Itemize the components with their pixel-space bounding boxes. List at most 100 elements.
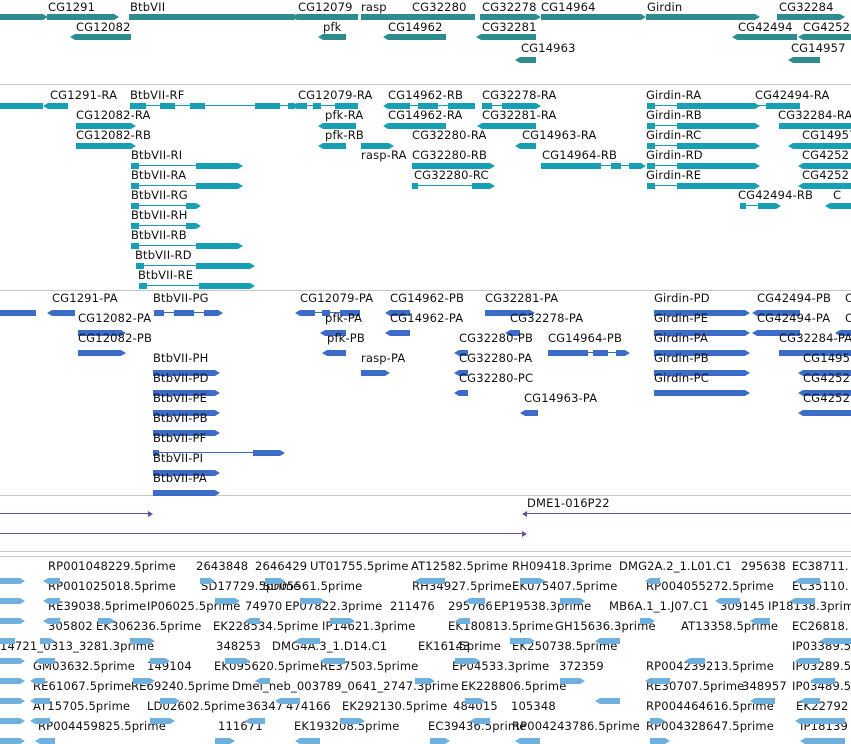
- genes-label-cg4252[interactable]: CG4252: [803, 20, 851, 34]
- transcripts-label-girdin-re[interactable]: Girdin-RE: [646, 168, 702, 182]
- ests-feature-glyph[interactable]: [215, 598, 240, 604]
- ests-feature-glyph[interactable]: [685, 658, 705, 664]
- transcripts-feature-glyph[interactable]: [779, 123, 851, 129]
- polypeptides-feature-glyph[interactable]: [779, 350, 851, 356]
- transcripts-label-cg14963-ra[interactable]: CG14963-RA: [522, 128, 597, 142]
- ests-feature-glyph[interactable]: [0, 698, 25, 704]
- ests-feature-glyph[interactable]: [35, 658, 55, 664]
- transcripts-label-cg14957[interactable]: CG14957-: [802, 128, 851, 142]
- ests-label-348253[interactable]: 348253: [216, 639, 261, 653]
- genes-label-cg42494[interactable]: CG42494: [738, 20, 793, 34]
- genes-label-cg14963[interactable]: CG14963: [521, 41, 576, 55]
- ests-feature-glyph[interactable]: [0, 638, 15, 644]
- clone-feature-glyph[interactable]: [522, 511, 851, 517]
- polypeptides-label-cg32280-pa[interactable]: CG32280-PA: [459, 351, 533, 365]
- ests-feature-glyph[interactable]: [295, 638, 320, 644]
- ests-feature-glyph[interactable]: [455, 618, 470, 624]
- transcripts-feature-glyph[interactable]: [541, 163, 646, 169]
- genes-feature-glyph[interactable]: [798, 34, 851, 40]
- transcripts-feature-glyph[interactable]: [647, 123, 760, 129]
- transcripts-feature-glyph[interactable]: [131, 183, 243, 189]
- ests-label-36347[interactable]: 36347: [246, 699, 284, 713]
- polypeptides-feature-glyph[interactable]: [153, 370, 220, 376]
- transcripts-label-btbvii-ra[interactable]: BtbVII-RA: [131, 168, 187, 182]
- ests-feature-glyph[interactable]: [295, 738, 320, 744]
- ests-feature-glyph[interactable]: [820, 638, 851, 644]
- transcripts-label-cg32280-rb[interactable]: CG32280-RB: [412, 148, 488, 162]
- polypeptides-label-rasp-pa[interactable]: rasp-PA: [361, 351, 406, 365]
- ests-feature-glyph[interactable]: [30, 698, 50, 704]
- transcripts-label-cg12079-ra[interactable]: CG12079-RA: [298, 88, 373, 102]
- polypeptides-label-btbvii-pg[interactable]: BtbVII-PG: [153, 291, 209, 305]
- ests-label-rp004239213-5prime[interactable]: RP004239213.5prime: [646, 659, 774, 673]
- ests-feature-glyph[interactable]: [415, 678, 435, 684]
- ests-label-gh15636-3prime[interactable]: GH15636.3prime: [555, 619, 656, 633]
- transcripts-label-btbvii-rd[interactable]: BtbVII-RD: [135, 248, 192, 262]
- ests-feature-glyph[interactable]: [255, 678, 270, 684]
- transcripts-feature-glyph[interactable]: [131, 203, 201, 209]
- clone-feature-glyph[interactable]: [0, 531, 527, 537]
- transcripts-feature-glyph[interactable]: [383, 103, 475, 109]
- polypeptides-label-pfk-pb[interactable]: pfk-PB: [327, 331, 365, 345]
- genes-feature-glyph[interactable]: [0, 14, 48, 20]
- polypeptides-feature-glyph[interactable]: [798, 390, 851, 396]
- ests-label-at15705-5prime[interactable]: AT15705.5prime: [33, 699, 131, 713]
- polypeptides-feature-glyph[interactable]: [454, 370, 468, 376]
- ests-label-105348[interactable]: 105348: [511, 699, 556, 713]
- ests-label-rp004055272-5prime[interactable]: RP004055272.5prime: [646, 579, 774, 593]
- polypeptides-label-cg4252[interactable]: CG4252: [803, 391, 851, 405]
- transcripts-feature-glyph[interactable]: [825, 203, 851, 209]
- polypeptides-label-girdin-pa[interactable]: Girdin-PA: [654, 331, 708, 345]
- polypeptides-feature-glyph[interactable]: [485, 310, 535, 316]
- transcripts-label-cg12082-ra[interactable]: CG12082-RA: [76, 108, 151, 122]
- ests-label-re30707-5prime[interactable]: RE30707.5prime: [646, 679, 745, 693]
- ests-label-ec26818[interactable]: EC26818.: [792, 619, 849, 633]
- polypeptides-feature-glyph[interactable]: [654, 330, 750, 336]
- ests-feature-glyph[interactable]: [320, 658, 345, 664]
- ests-label-ut01755-5prime[interactable]: UT01755.5prime: [310, 559, 409, 573]
- transcripts-label-cg14964-rb[interactable]: CG14964-RB: [542, 148, 618, 162]
- transcripts-feature-glyph[interactable]: [383, 123, 446, 129]
- polypeptides-feature-glyph[interactable]: [548, 350, 630, 356]
- transcripts-feature-glyph[interactable]: [292, 103, 358, 109]
- ests-feature-glyph[interactable]: [150, 718, 175, 724]
- ests-label-372359[interactable]: 372359: [559, 659, 604, 673]
- transcripts-feature-glyph[interactable]: [733, 103, 800, 109]
- ests-feature-glyph[interactable]: [30, 678, 45, 684]
- ests-label-2646429[interactable]: 2646429: [255, 559, 308, 573]
- ests-feature-glyph[interactable]: [0, 618, 25, 624]
- transcripts-feature-glyph[interactable]: [477, 123, 536, 129]
- polypeptides-label-cg14957[interactable]: CG14957: [803, 351, 851, 365]
- polypeptides-label-girdin-pe[interactable]: Girdin-PE: [654, 311, 709, 325]
- polypeptides-label-cg14964-pb[interactable]: CG14964-PB: [548, 331, 622, 345]
- genes-label-cg14957[interactable]: CG14957: [791, 41, 846, 55]
- genes-feature-glyph[interactable]: [292, 14, 358, 20]
- transcripts-feature-glyph[interactable]: [131, 223, 201, 229]
- ests-label-1-5prime[interactable]: 1.5prime: [448, 639, 501, 653]
- ests-feature-glyph[interactable]: [650, 718, 665, 724]
- polypeptides-label-cg32281-pa[interactable]: CG32281-PA: [485, 291, 559, 305]
- ests-label-ec38711[interactable]: EC38711.: [792, 559, 849, 573]
- transcripts-feature-glyph[interactable]: [482, 103, 541, 109]
- transcripts-feature-glyph[interactable]: [798, 183, 851, 189]
- clones-label-dme1-016p22[interactable]: DME1-016P22: [527, 496, 610, 510]
- ests-label-rp004328647-5prime[interactable]: RP004328647.5prime: [646, 719, 774, 733]
- transcripts-label-btbvii-rf[interactable]: BtbVII-RF: [130, 88, 185, 102]
- ests-label-gm03632-5prime[interactable]: GM03632.5prime: [33, 659, 135, 673]
- genes-label-cg1291[interactable]: CG1291: [48, 0, 96, 14]
- ests-feature-glyph[interactable]: [795, 718, 845, 724]
- polypeptides-feature-glyph[interactable]: [153, 470, 220, 476]
- polypeptides-label-girdin-pb[interactable]: Girdin-PB: [654, 351, 709, 365]
- ests-label-14721-0313-3281-3prime[interactable]: 14721_0313_3281.3prime: [0, 639, 155, 653]
- ests-feature-glyph[interactable]: [715, 598, 740, 604]
- polypeptides-label-cg32280-pc[interactable]: CG32280-PC: [459, 371, 534, 385]
- transcripts-label-pfk-ra[interactable]: pfk-RA: [325, 108, 364, 122]
- polypeptides-label-btbvii-pe[interactable]: BtbVII-PE: [153, 391, 208, 405]
- transcripts-label-cg32281-ra[interactable]: CG32281-RA: [482, 108, 557, 122]
- ests-feature-glyph[interactable]: [160, 698, 180, 704]
- genes-feature-glyph[interactable]: [732, 34, 797, 40]
- ests-label-ek193208-5prime[interactable]: EK193208.5prime: [294, 719, 400, 733]
- polypeptides-feature-glyph[interactable]: [153, 410, 220, 416]
- transcripts-feature-glyph[interactable]: [130, 103, 299, 109]
- polypeptides-feature-glyph[interactable]: [0, 310, 36, 316]
